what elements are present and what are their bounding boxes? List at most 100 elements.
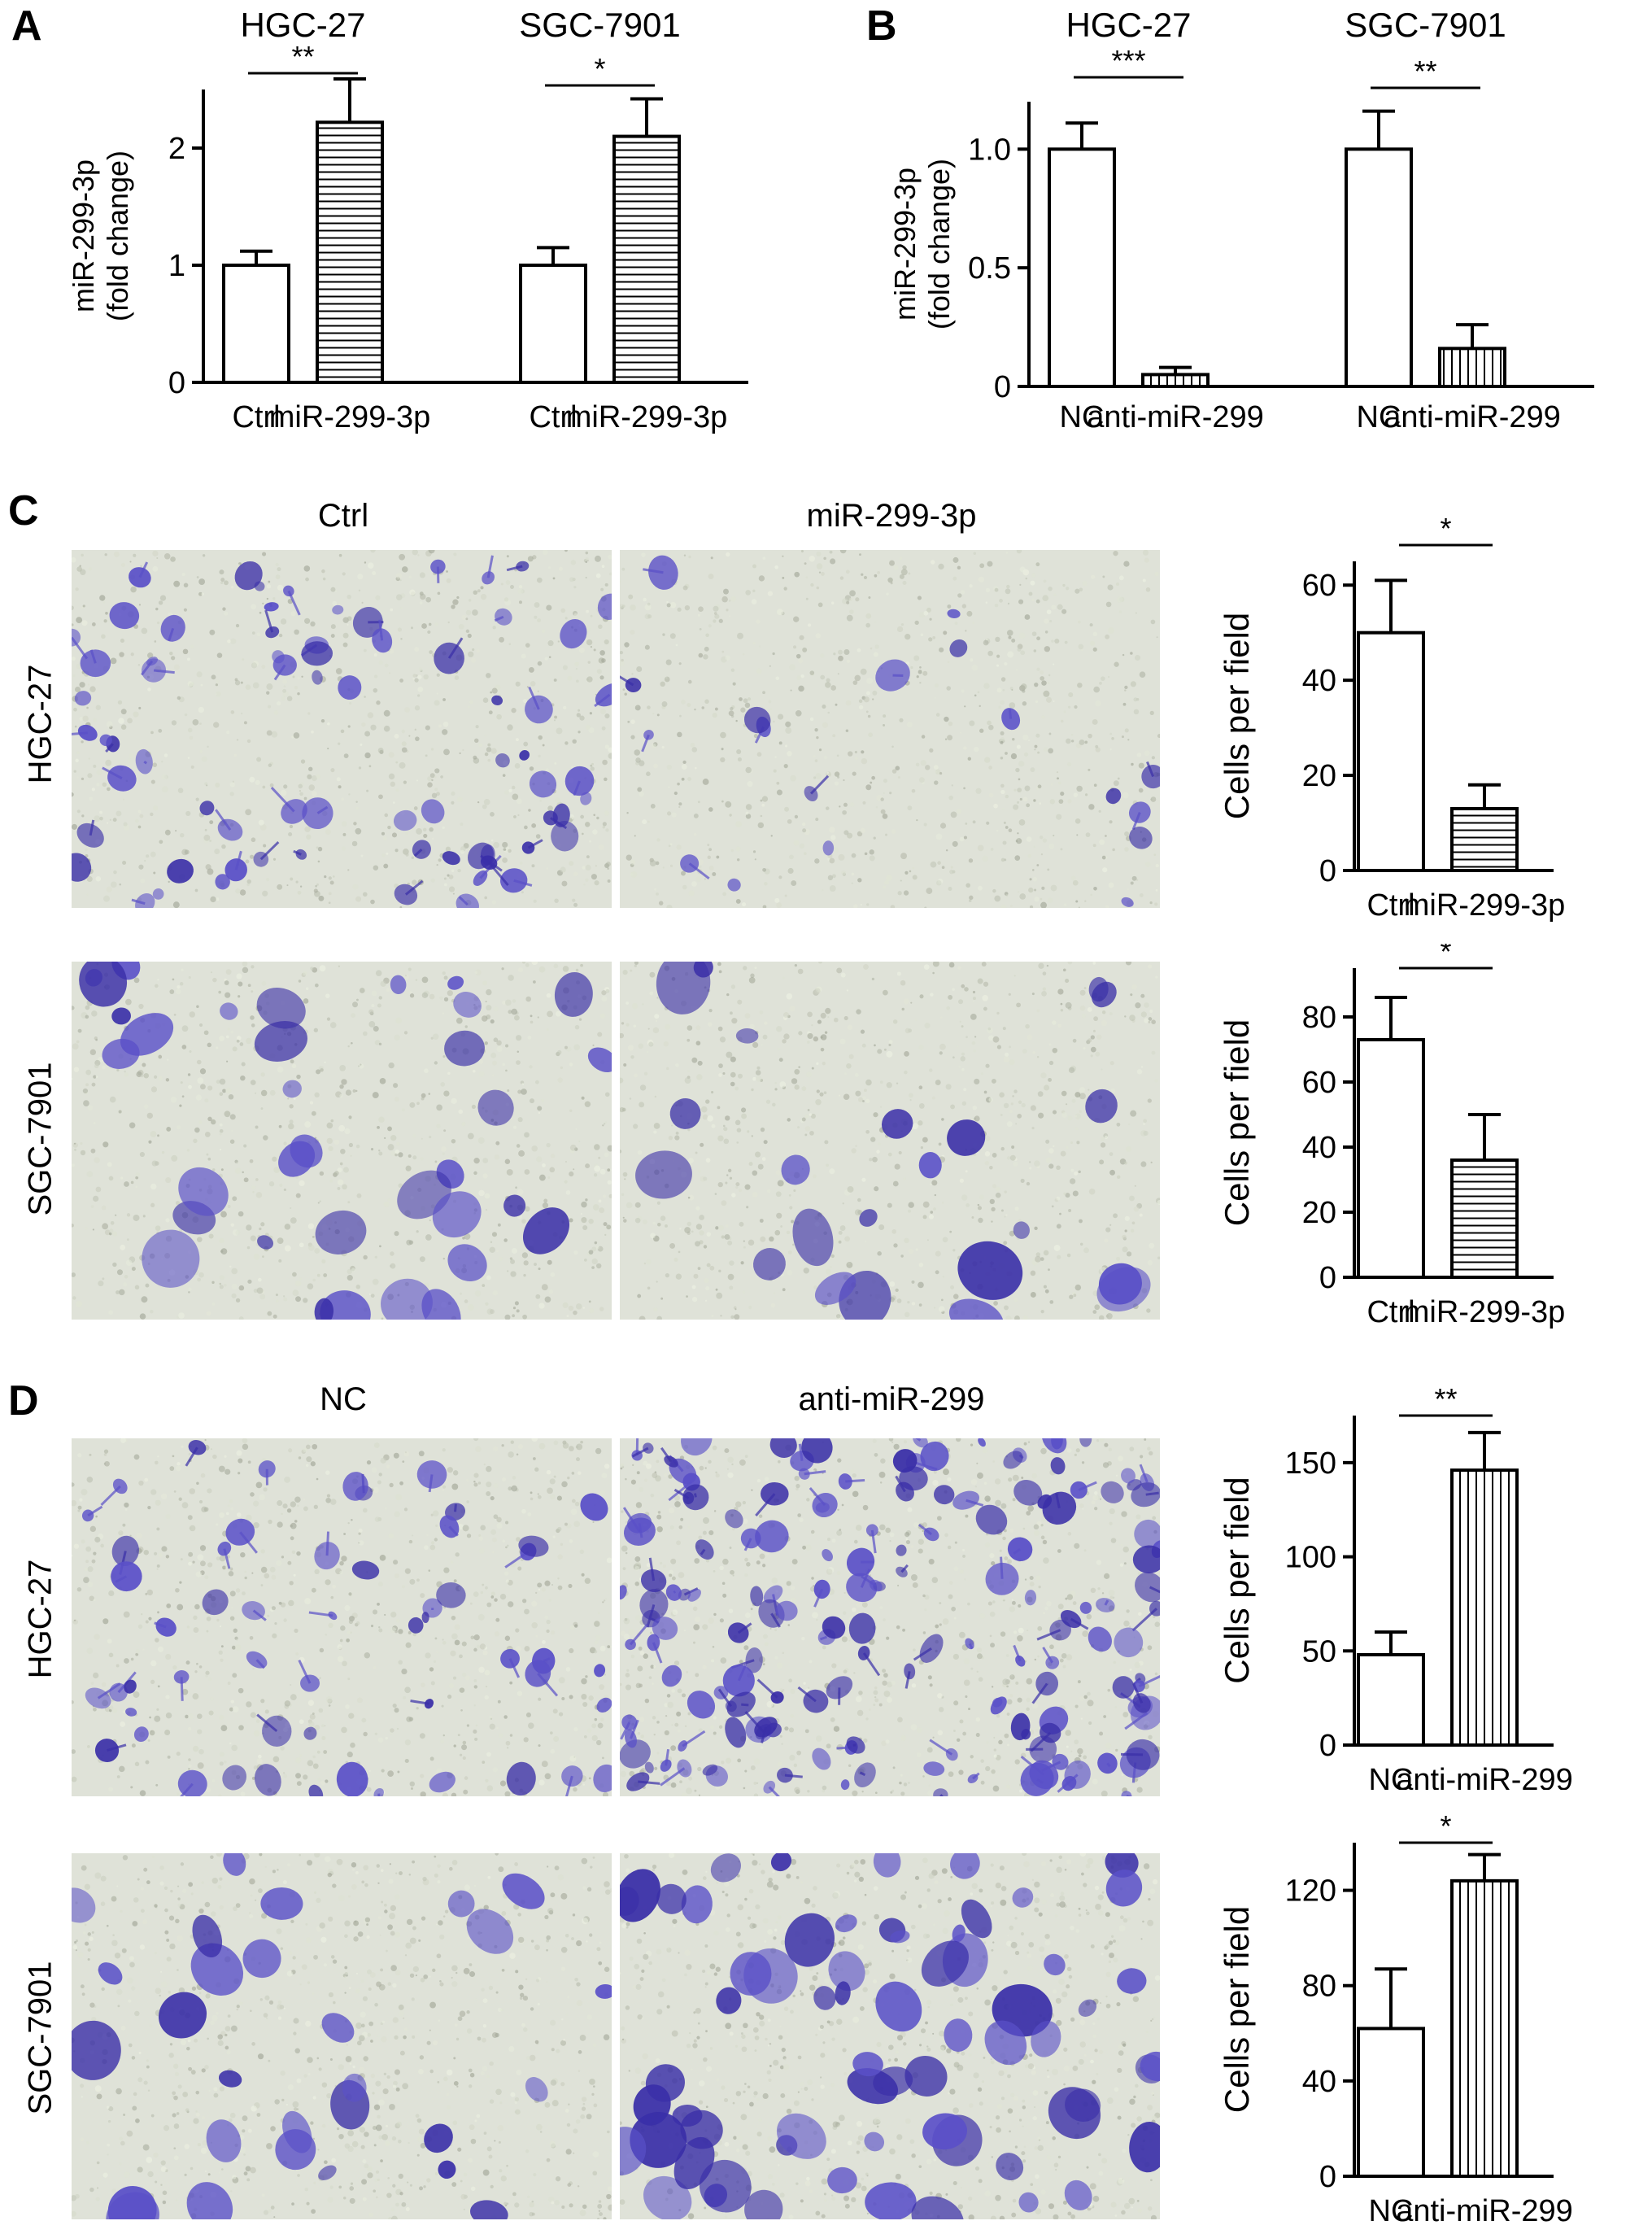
micrograph-speckle xyxy=(745,590,752,596)
micrograph-texture xyxy=(620,962,1160,1320)
micrograph-speckle xyxy=(530,1497,534,1501)
micrograph-speckle xyxy=(530,1020,534,1024)
micrograph-speckle xyxy=(181,1502,189,1509)
micrograph-speckle xyxy=(339,1638,343,1643)
micrograph-speckle xyxy=(849,802,855,808)
micrograph-speckle xyxy=(681,777,685,781)
micrograph-speckle xyxy=(320,718,325,723)
micrograph-speckle xyxy=(848,1054,854,1059)
micrograph-speckle xyxy=(436,673,440,677)
micrograph-speckle xyxy=(952,556,959,563)
micrograph-speckle xyxy=(347,616,352,622)
micrograph-speckle xyxy=(230,1223,234,1227)
micrograph-speckle xyxy=(720,1315,722,1317)
micrograph-speckle xyxy=(442,1055,446,1058)
micrograph-speckle xyxy=(440,775,443,779)
micrograph-speckle xyxy=(387,1126,392,1132)
cell-process xyxy=(316,805,329,814)
micrograph-speckle xyxy=(621,604,625,609)
micrograph-speckle xyxy=(86,1647,94,1655)
micrograph-speckle xyxy=(311,1587,316,1593)
micrograph-speckle xyxy=(756,668,762,674)
micrograph-speckle xyxy=(609,1646,612,1648)
micrograph-speckle xyxy=(459,752,461,754)
micrograph-speckle xyxy=(1131,984,1138,990)
micrograph-speckle xyxy=(486,1491,491,1496)
micrograph-speckle xyxy=(647,1028,650,1030)
micrograph-speckle xyxy=(234,680,241,686)
cell-process xyxy=(140,660,154,676)
micrograph-speckle xyxy=(210,971,213,974)
micrograph-speckle xyxy=(593,648,596,652)
micrograph-speckle xyxy=(935,1080,941,1085)
micrograph-speckle xyxy=(1026,803,1031,808)
micrograph-speckle xyxy=(73,1619,76,1621)
micrograph-speckle xyxy=(456,796,463,803)
micrograph-speckle xyxy=(287,1560,292,1565)
micrograph-speckle xyxy=(299,885,303,888)
micrograph-speckle xyxy=(262,785,266,789)
micrograph-speckle xyxy=(501,1444,504,1447)
micrograph-speckle xyxy=(323,1750,328,1754)
micrograph-speckle xyxy=(824,1140,829,1145)
micrograph-speckle xyxy=(420,1774,425,1778)
micrograph-speckle xyxy=(457,868,461,873)
micrograph-speckle xyxy=(451,1615,456,1621)
micrograph-speckle xyxy=(150,1202,155,1207)
micrograph-speckle xyxy=(778,875,782,879)
micrograph-speckle xyxy=(655,861,660,866)
cell-process xyxy=(273,664,286,681)
micrograph-speckle xyxy=(792,1243,795,1246)
micrograph-speckle xyxy=(737,999,743,1005)
micrograph-speckle xyxy=(490,1241,493,1244)
micrograph-speckle xyxy=(774,1088,778,1091)
micrograph-speckle xyxy=(73,770,76,773)
micrograph-speckle xyxy=(1133,1206,1140,1212)
micrograph-speckle xyxy=(877,1049,883,1054)
micrograph-speckle xyxy=(119,652,124,657)
micrograph-speckle xyxy=(981,962,987,967)
micrograph-speckle xyxy=(776,902,782,908)
micrograph-speckle xyxy=(316,883,319,886)
micrograph-speckle xyxy=(187,1083,190,1085)
micrograph-speckle xyxy=(736,748,742,755)
micrograph-speckle xyxy=(719,1036,726,1043)
micrograph-speckle xyxy=(412,879,417,885)
micrograph-speckle xyxy=(95,875,102,882)
micrograph-speckle xyxy=(76,1586,82,1592)
micrograph-speckle xyxy=(741,1113,748,1119)
micrograph-speckle xyxy=(276,1560,282,1567)
micrograph-speckle xyxy=(862,1096,866,1100)
micrograph-speckle xyxy=(959,1020,961,1023)
micrograph-speckle xyxy=(1108,1447,1113,1451)
micrograph-speckle xyxy=(569,1695,573,1699)
micrograph-speckle xyxy=(904,1237,909,1244)
cell-process xyxy=(138,561,149,578)
micrograph-speckle xyxy=(339,1065,347,1071)
micrograph-speckle xyxy=(860,1029,865,1034)
micrograph-speckle xyxy=(1142,550,1149,556)
stained-cell xyxy=(447,1244,487,1282)
micrograph-speckle xyxy=(607,1645,611,1649)
micrograph-speckle xyxy=(958,999,964,1005)
micrograph-speckle xyxy=(188,1291,190,1294)
cell-process xyxy=(486,555,494,578)
micrograph-speckle xyxy=(594,1165,601,1172)
micrograph-speckle xyxy=(1009,1606,1015,1612)
micrograph-speckle xyxy=(72,1272,76,1277)
micrograph-speckle xyxy=(1011,638,1016,643)
micrograph-speckle xyxy=(324,1061,326,1063)
micrograph-speckle xyxy=(461,1121,466,1127)
micrograph-speckle xyxy=(296,1551,301,1556)
micrograph-speckle xyxy=(529,1065,533,1069)
micrograph-speckle xyxy=(804,1133,808,1137)
micrograph-speckle xyxy=(979,705,981,708)
micrograph-speckle xyxy=(519,600,522,604)
stained-cell xyxy=(635,1150,692,1199)
micrograph-speckle xyxy=(139,814,144,818)
micrograph-speckle xyxy=(652,1027,660,1034)
micrograph-speckle xyxy=(508,1451,514,1458)
micrograph-speckle xyxy=(436,792,440,796)
micrograph-speckle xyxy=(342,1660,347,1667)
micrograph-speckle xyxy=(389,1482,394,1488)
